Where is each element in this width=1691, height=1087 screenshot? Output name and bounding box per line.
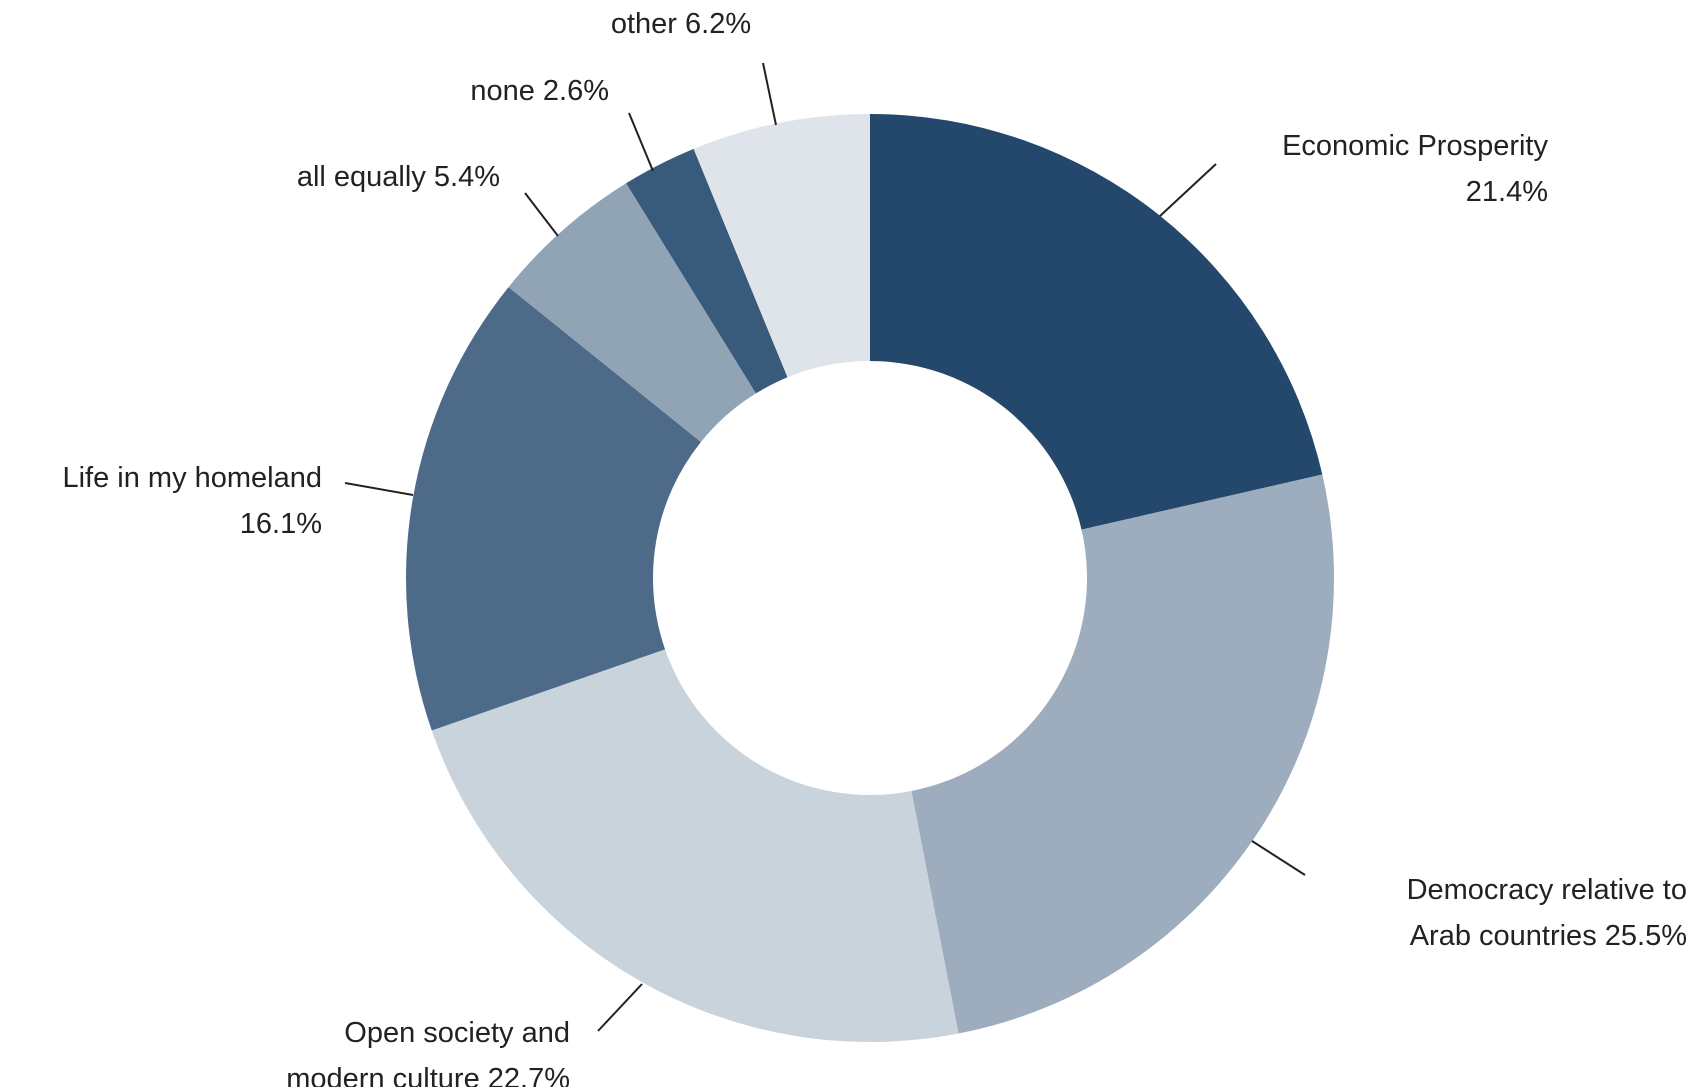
category-label: all equally — [296, 161, 426, 193]
slice — [870, 114, 1323, 530]
leader-line — [524, 192, 559, 237]
category-label: Democracy relative to Arab countries — [1406, 874, 1687, 952]
value-label: 25.5% — [1604, 920, 1687, 952]
slice — [431, 649, 959, 1042]
leader-line — [628, 112, 654, 172]
category-label: Life in my homeland — [62, 462, 322, 494]
category-label: none — [470, 75, 535, 107]
value-label: 21.4% — [1465, 176, 1548, 208]
value-label: 2.6% — [542, 75, 609, 107]
leader-line — [597, 983, 643, 1032]
value-label: 22.7% — [487, 1063, 570, 1087]
value-label: 16.1% — [239, 508, 322, 540]
slice — [406, 287, 701, 731]
slice-label: Open society and modern culture 22.7% — [265, 1010, 570, 1087]
slice-label: other 6.2% — [611, 1, 751, 47]
slice — [693, 114, 870, 378]
slice-label: none 2.6% — [470, 68, 609, 114]
slice — [508, 183, 756, 442]
leader-line — [1251, 840, 1306, 876]
slices — [406, 114, 1334, 1042]
category-label: Economic Prosperity — [1282, 130, 1548, 162]
slice-label: Life in my homeland 16.1% — [2, 455, 322, 547]
category-label: other — [610, 8, 677, 40]
category-label: Open society and modern culture — [286, 1017, 570, 1087]
leader-line — [1159, 163, 1217, 217]
leader-line — [344, 482, 414, 496]
value-label: 5.4% — [433, 161, 500, 193]
leader-line — [762, 62, 777, 126]
slice — [911, 474, 1334, 1034]
value-label: 6.2% — [685, 8, 752, 40]
slice-label: Democracy relative to Arab countries 25.… — [1352, 867, 1687, 959]
slice-label: all equally 5.4% — [297, 154, 500, 200]
slice-label: Economic Prosperity 21.4% — [1128, 123, 1548, 215]
slice — [626, 148, 788, 394]
